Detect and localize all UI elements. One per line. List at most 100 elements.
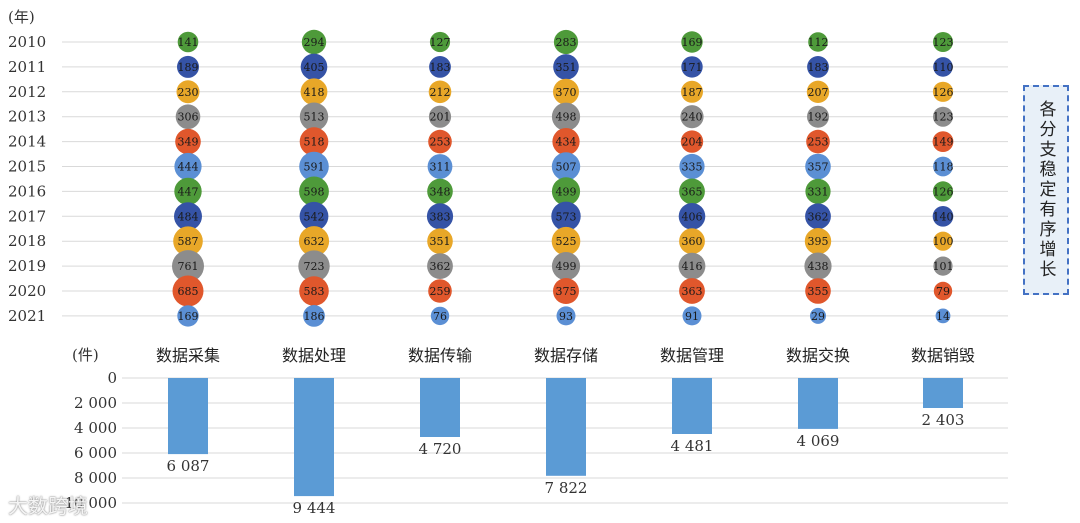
bubble-value-label: 186 [304, 310, 325, 323]
bubble-value-label: 447 [178, 185, 199, 198]
bubble-gridlines [62, 41, 1008, 317]
bubble-value-label: 357 [808, 161, 829, 174]
bubble-value-label: 183 [430, 61, 451, 74]
bar-y-tick-label: 10 000 [65, 494, 118, 512]
bar [546, 378, 586, 476]
bubble-point [932, 131, 954, 153]
bubble-value-label: 29 [811, 310, 825, 323]
bubble-value-label: 362 [808, 210, 829, 223]
bubble-value-label: 101 [933, 260, 954, 273]
bubble-value-label: 169 [178, 310, 199, 323]
bubble-point [172, 250, 204, 283]
bubble-point [177, 55, 199, 78]
bubble-value-label: 499 [556, 260, 577, 273]
bubble-point [805, 278, 831, 304]
bubble-value-label: 201 [430, 111, 451, 124]
bubble-value-label: 110 [933, 61, 954, 74]
bubble-point [807, 105, 829, 128]
bubble-point [175, 104, 201, 129]
year-tick-label: 2020 [8, 282, 46, 300]
year-tick-label: 2021 [8, 307, 46, 325]
bubble-point [428, 105, 452, 128]
year-tick-label: 2018 [8, 232, 46, 250]
bubble-y-axis-label: (年) [8, 8, 35, 26]
bubble-point [174, 177, 202, 206]
bar-value-label: 6 087 [167, 457, 210, 475]
bubble-point [430, 306, 450, 326]
bubble-value-label: 192 [808, 111, 829, 124]
bubble-value-label: 230 [178, 86, 199, 99]
bar-value-label: 4 481 [671, 437, 714, 455]
bubble-point [427, 228, 453, 254]
bar-value-label: 4 069 [797, 432, 840, 450]
bubble-point [551, 252, 581, 281]
bubble-value-label: 498 [556, 111, 577, 124]
bubble-point [173, 226, 203, 256]
bubble-point [679, 178, 705, 205]
bubble-point [299, 276, 329, 306]
category-label: 数据处理 [282, 346, 346, 365]
bubble-point [804, 252, 832, 280]
bubble-point [427, 154, 453, 179]
bar [168, 378, 208, 455]
bubble-value-label: 335 [682, 161, 703, 174]
bubble-value-label: 118 [933, 161, 954, 174]
watermark: 大数跨境 [8, 494, 88, 518]
bubble-point [680, 130, 704, 153]
bubble-value-label: 360 [682, 235, 703, 248]
bubble-point [551, 152, 581, 181]
bubble-value-label: 418 [304, 86, 325, 99]
bubble-value-label: 91 [685, 310, 699, 323]
bubble-point [810, 307, 826, 324]
bubble-value-label: 207 [808, 86, 829, 99]
bubble-value-label: 204 [682, 136, 703, 149]
bubble-value-label: 311 [430, 161, 451, 174]
bubble-point [556, 306, 576, 326]
bar-marks: 6 087 9 444 4 720 7 822 4 481 4 069 2 403 [167, 378, 965, 517]
bubble-point [681, 31, 703, 53]
bubble-value-label: 632 [304, 235, 325, 248]
bubble-value-label: 383 [430, 210, 451, 223]
bubble-point [177, 305, 199, 327]
year-tick-label: 2012 [8, 83, 46, 101]
bubble-point [299, 102, 329, 131]
bubble-value-label: 348 [430, 185, 451, 198]
bubble-value-label: 76 [433, 310, 447, 323]
bar-value-label: 2 403 [922, 411, 965, 429]
bubble-value-label: 100 [933, 235, 954, 248]
bubble-point [428, 80, 452, 104]
bubble-value-label: 406 [682, 210, 703, 223]
bubble-value-label: 583 [304, 285, 325, 298]
bubble-value-label: 363 [682, 285, 703, 298]
bubble-value-label: 518 [304, 136, 325, 149]
bubble-point [933, 256, 953, 276]
bubble-value-label: 507 [556, 161, 577, 174]
bubble-value-label: 499 [556, 185, 577, 198]
bubble-value-label: 141 [178, 36, 199, 49]
bubble-point [680, 105, 704, 129]
bubble-value-label: 434 [556, 136, 577, 149]
category-label: 数据采集 [156, 346, 220, 365]
year-tick-label: 2010 [8, 33, 46, 51]
bubble-point [805, 178, 831, 204]
bubble-value-label: 259 [430, 285, 451, 298]
category-label: 数据管理 [660, 346, 724, 365]
bubble-value-label: 587 [178, 235, 199, 248]
bubble-point [933, 281, 953, 301]
bubble-value-label: 416 [682, 260, 703, 273]
bubble-value-label: 14 [936, 310, 950, 323]
bubble-point [806, 80, 830, 104]
bubble-point [553, 78, 579, 105]
bubble-point [804, 228, 832, 255]
bubble-point [300, 53, 328, 81]
bubble-point [552, 128, 580, 156]
bubble-value-label: 513 [304, 111, 325, 124]
bar-y-tick-label: 2 000 [74, 394, 117, 412]
bubble-point [679, 278, 705, 304]
bubble-point [935, 308, 951, 324]
bubble-value-label: 253 [430, 136, 451, 149]
bubble-value-label: 123 [933, 111, 954, 124]
bubble-point [807, 56, 829, 78]
bubble-point [553, 278, 579, 304]
bubble-value-label: 591 [304, 161, 325, 174]
